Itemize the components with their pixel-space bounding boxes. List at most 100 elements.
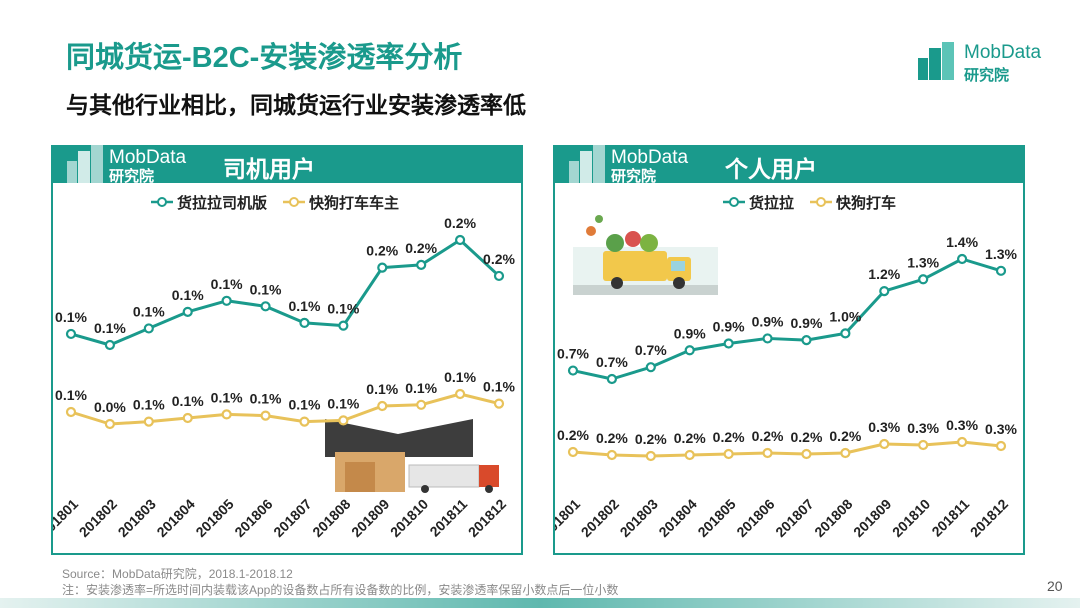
- data-label: 0.9%: [752, 313, 784, 329]
- data-label: 0.1%: [250, 391, 282, 407]
- panel-title: 个人用户: [725, 156, 817, 182]
- data-label: 0.7%: [596, 354, 628, 370]
- data-point: [182, 306, 193, 317]
- bottom-decor-bar: [0, 598, 1080, 608]
- legend-marker: [289, 197, 299, 207]
- panel-header: MobData 研究院 司机用户: [51, 145, 523, 185]
- panel-brand-subname: 研究院: [611, 168, 657, 185]
- data-label: 0.2%: [596, 430, 628, 446]
- brand-subname: 研究院: [964, 67, 1010, 84]
- note-text: 注：安装渗透率=所选时间内装载该App的设备数占所有设备数的比例，安装渗透率保留…: [62, 583, 619, 597]
- data-point: [567, 365, 579, 376]
- data-label: 0.1%: [288, 298, 320, 314]
- legend-item: 货拉拉司机版: [151, 194, 267, 212]
- data-point: [606, 449, 618, 461]
- data-label: 0.7%: [635, 342, 667, 358]
- panel-header: MobData 研究院 个人用户: [553, 145, 1025, 185]
- data-label: 0.1%: [172, 287, 204, 303]
- x-tick-label: 201809: [850, 496, 894, 540]
- data-point: [995, 265, 1007, 276]
- x-tick-label: 201805: [694, 496, 738, 540]
- page-title: 同城货运-B2C-安装渗透率分析: [66, 42, 463, 74]
- data-point: [879, 286, 890, 297]
- delivery-truck-illustration: [573, 215, 718, 295]
- series-line: [70, 238, 501, 347]
- data-point: [723, 338, 734, 349]
- data-point: [879, 438, 890, 450]
- data-point: [762, 333, 773, 344]
- legend-item: 货拉拉: [723, 194, 794, 212]
- warehouse-truck-illustration: [325, 419, 499, 493]
- data-point: [65, 406, 77, 418]
- data-point: [299, 317, 310, 328]
- panel-brand-name: MobData: [109, 147, 187, 168]
- data-label: 0.2%: [752, 428, 784, 444]
- data-label: 0.2%: [405, 240, 437, 256]
- data-point: [221, 409, 232, 420]
- data-point: [493, 398, 505, 409]
- data-point: [416, 399, 427, 410]
- data-point: [260, 410, 271, 421]
- data-point: [454, 388, 466, 400]
- data-label: 0.1%: [94, 320, 126, 336]
- data-label: 0.1%: [172, 393, 204, 409]
- data-label: 0.2%: [674, 430, 706, 446]
- x-tick-label: 201804: [655, 496, 699, 540]
- series-line: [572, 257, 1002, 381]
- data-label: 0.1%: [288, 397, 320, 413]
- x-tick-label: 201810: [387, 496, 431, 540]
- data-label: 0.1%: [133, 397, 165, 413]
- data-point: [606, 373, 618, 385]
- data-point: [299, 416, 310, 427]
- x-tick-label: 201808: [811, 496, 855, 540]
- series-line: [70, 392, 500, 426]
- x-tick-label: 201801: [555, 496, 583, 540]
- data-point: [645, 362, 656, 373]
- data-label: 1.3%: [985, 246, 1017, 262]
- data-point: [840, 328, 851, 339]
- data-label: 0.2%: [635, 431, 667, 447]
- data-point: [684, 449, 695, 461]
- data-label: 0.2%: [366, 243, 398, 259]
- building-logo-icon: [67, 145, 103, 183]
- data-point: [801, 448, 812, 460]
- brand-logo: MobData 研究院: [916, 40, 1056, 84]
- page-number: 20: [1047, 578, 1063, 594]
- x-tick-label: 201804: [153, 496, 197, 540]
- x-tick-label: 201810: [889, 496, 933, 540]
- data-label: 0.1%: [405, 380, 437, 396]
- data-point: [801, 335, 812, 346]
- data-point: [493, 270, 505, 282]
- x-tick-label: 201801: [53, 496, 81, 540]
- data-label: 0.9%: [713, 319, 745, 335]
- data-label: 0.1%: [444, 369, 476, 385]
- x-tick-label: 201807: [772, 496, 816, 540]
- data-label: 1.4%: [946, 234, 978, 250]
- data-point: [221, 295, 232, 306]
- legend-item: 快狗打车车主: [283, 194, 399, 212]
- page-subtitle: 与其他行业相比，同城货运行业安装渗透率低: [66, 92, 526, 118]
- data-point: [377, 262, 388, 273]
- data-point: [762, 447, 773, 459]
- data-label: 0.3%: [946, 417, 978, 433]
- x-tick-label: 201807: [270, 496, 314, 540]
- data-point: [104, 418, 116, 430]
- panel-brand-name: MobData: [611, 147, 689, 168]
- data-label: 0.1%: [133, 303, 165, 319]
- data-point: [723, 448, 734, 460]
- x-tick-label: 201812: [967, 496, 1011, 540]
- data-label: 0.2%: [483, 251, 515, 267]
- driver-users-panel: MobData 研究院 司机用户 货拉拉司机版 快狗打车车主 0.1% 0.1% 0.1…: [51, 145, 523, 555]
- data-label: 0.7%: [557, 346, 589, 362]
- data-point: [645, 450, 656, 462]
- x-tick-label: 201802: [578, 496, 622, 540]
- personal-users-panel: MobData 研究院 个人用户 货拉拉 快狗打车 0.7% 0.7% 0.7% 0.9%…: [553, 145, 1025, 555]
- legend-marker: [729, 197, 739, 207]
- x-tick-label: 201802: [76, 496, 120, 540]
- data-label: 0.2%: [444, 215, 476, 231]
- data-label: 1.2%: [868, 266, 900, 282]
- series-line: [572, 440, 1002, 458]
- data-point: [143, 323, 154, 334]
- data-point: [104, 339, 116, 351]
- data-label: 0.3%: [985, 421, 1017, 437]
